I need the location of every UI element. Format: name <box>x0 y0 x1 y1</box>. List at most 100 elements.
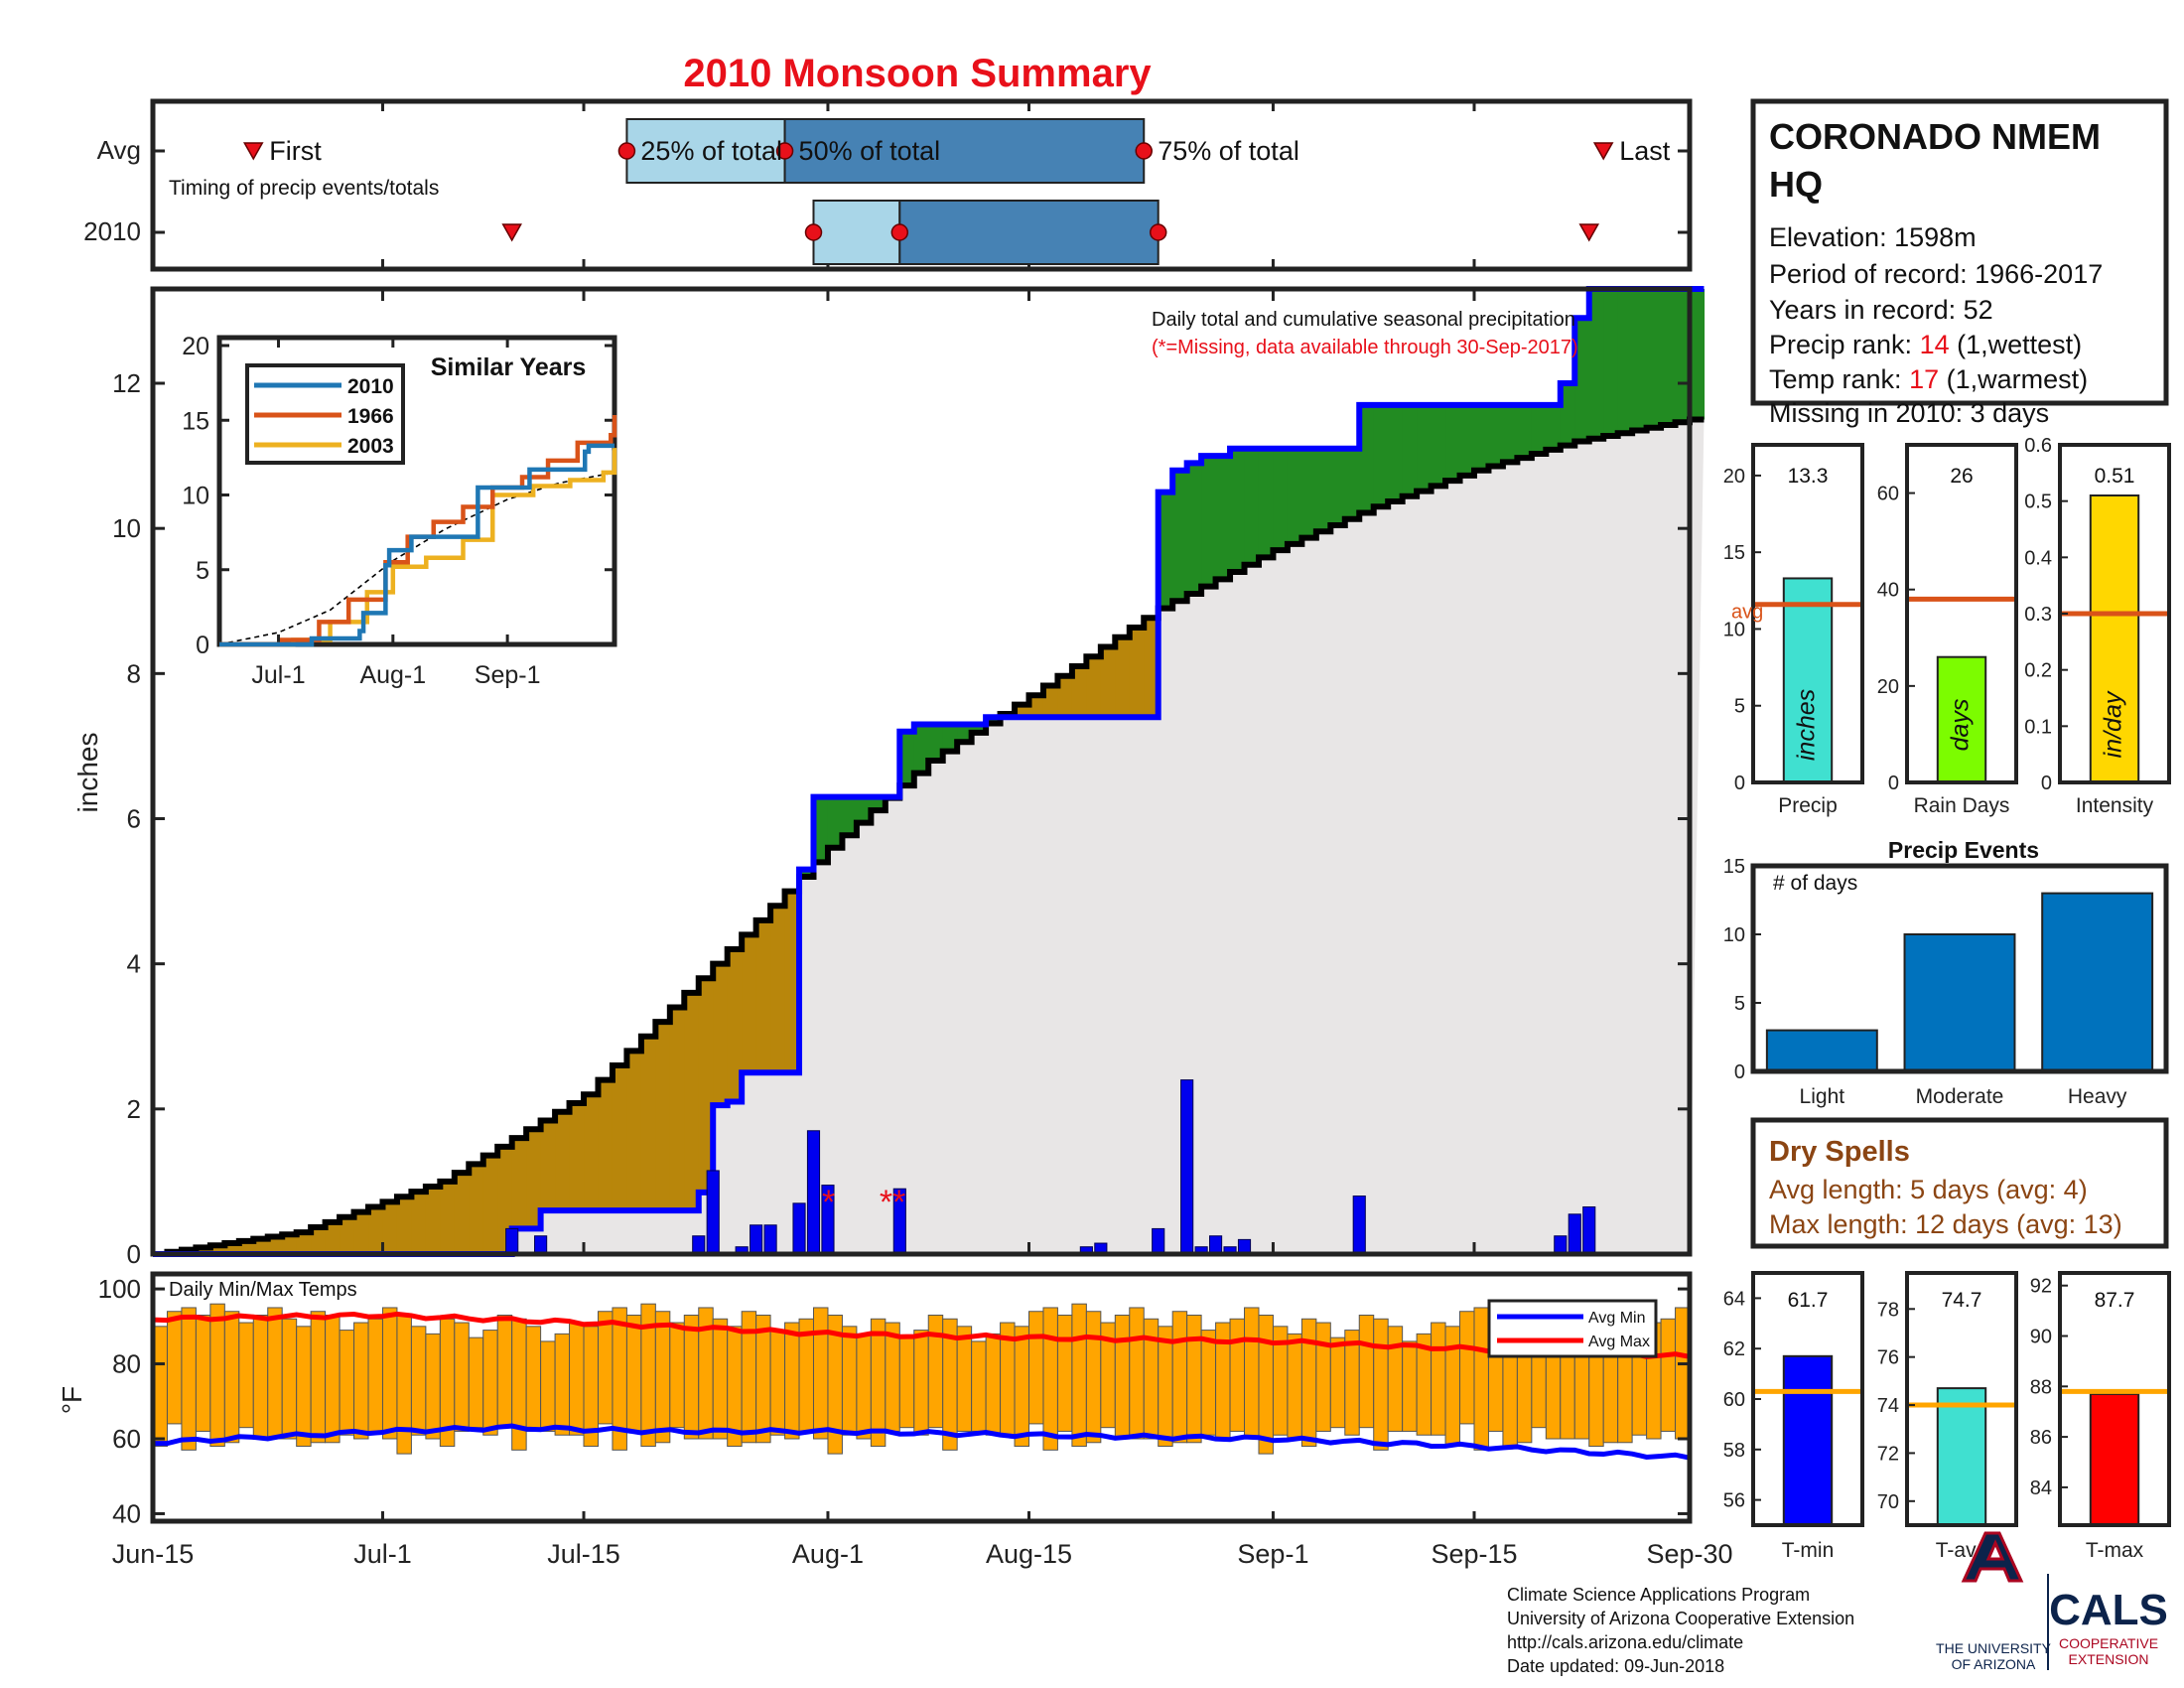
avg-min-legend-label: Avg Min <box>1588 1310 1646 1327</box>
below-average-area <box>396 1196 413 1254</box>
inset-legend-label: 2010 <box>347 375 394 398</box>
temp-legend-box <box>1487 1299 1658 1358</box>
daily-temp-bar <box>784 1322 800 1440</box>
above-average-area <box>957 724 973 743</box>
daily-temp-bar <box>181 1307 197 1451</box>
temp-y-tick-label: 80 <box>112 1349 141 1379</box>
above-average-area <box>827 796 844 848</box>
daily-temp-bar <box>1459 1311 1475 1425</box>
precip-y-tick-label: 40 <box>1877 580 1899 602</box>
daily-temp-bar <box>425 1333 441 1440</box>
above-average-area <box>1574 318 1590 442</box>
precip-events-y-tick-label: 0 <box>1734 1061 1745 1083</box>
dry-spells-max: Max length: 12 days (avg: 13) <box>1769 1209 2122 1239</box>
station-precip-rank: Precip rank: 14 (1,wettest) <box>1769 330 2082 359</box>
main-y-tick-label: 2 <box>127 1094 141 1124</box>
below-average-area <box>540 1120 556 1211</box>
above-average-area <box>842 796 858 836</box>
above-average-area <box>1646 289 1662 428</box>
precip-y-tick-label: 0.1 <box>2024 716 2052 738</box>
daily-temp-bar <box>1200 1330 1217 1436</box>
main-note-line1: Daily total and cumulative seasonal prec… <box>1152 309 1575 331</box>
block-a-logo-icon <box>1961 1531 2024 1583</box>
precip-y-tick-label: 60 <box>1877 484 1899 505</box>
daily-precip-bar <box>1180 1079 1194 1255</box>
precip-category-label: Precip <box>1778 794 1838 817</box>
below-average-area <box>640 1036 656 1211</box>
below-average-area <box>196 1247 211 1254</box>
daily-temp-bar <box>223 1311 240 1444</box>
temp-category-label: T-max <box>2086 1539 2144 1562</box>
below-average-area <box>511 1138 527 1229</box>
footer-line4: Date updated: 09-Jun-2018 <box>1507 1656 1724 1676</box>
temp-y-tick-label: 76 <box>1877 1347 1899 1369</box>
precip-y-tick-label: 5 <box>1734 696 1745 718</box>
above-average-area <box>1301 448 1317 538</box>
below-average-area <box>698 978 714 1193</box>
daily-temp-bar <box>396 1315 412 1455</box>
inset-y-tick-label: 15 <box>182 407 209 435</box>
precip-y-tick-label: 20 <box>1723 466 1745 488</box>
above-average-area <box>856 796 872 823</box>
timing-last-label: Last <box>1619 136 1671 166</box>
main-y-tick-label: 8 <box>127 658 141 688</box>
cals-logo-line1: COOPERATIVE <box>2059 1635 2158 1651</box>
below-average-area <box>612 1064 628 1211</box>
temp-rank-value: 17 <box>1909 364 1939 394</box>
timing-percentile-marker <box>804 223 823 241</box>
daily-precip-bar <box>792 1202 806 1255</box>
daily-precip-bar <box>692 1235 706 1255</box>
precip-y-tick-label: 0 <box>1888 773 1899 794</box>
precip-events-frame <box>1750 863 2169 1074</box>
above-average-area <box>986 717 1002 724</box>
daily-temp-bar <box>1229 1318 1246 1432</box>
above-average-area <box>1172 470 1188 602</box>
precip-unit-label: inches <box>1793 689 1821 761</box>
daily-temp-bar <box>654 1311 671 1444</box>
temp-bar <box>2089 1392 2140 1527</box>
below-average-area <box>1071 666 1087 718</box>
temp-y-tick-label: 40 <box>112 1498 141 1528</box>
cals-logo-line2: EXTENSION <box>2069 1651 2149 1667</box>
above-average-area <box>1215 456 1231 580</box>
footer-line2: University of Arizona Cooperative Extens… <box>1507 1609 1854 1628</box>
above-average-area <box>1690 289 1706 420</box>
daily-temp-bar <box>367 1318 383 1432</box>
precip-category-label: Rain Days <box>1914 794 2010 817</box>
summary-panels: 0 5 10 15 20 13.3 Precip inches avg 0 20 40 60 26 Rain… <box>1723 435 2171 1562</box>
dry-spells-frame <box>1750 1117 2169 1249</box>
temp-y-tick-label: 92 <box>2030 1276 2052 1298</box>
x-axis-tick-label: Sep-30 <box>1646 1539 1732 1569</box>
below-average-area <box>238 1240 254 1254</box>
daily-temp-bar <box>1660 1318 1677 1432</box>
below-average-area <box>584 1094 600 1211</box>
daily-precip-bar <box>1352 1196 1366 1255</box>
above-average-area <box>1445 404 1461 482</box>
precip-value-label: 0.51 <box>2095 465 2135 488</box>
below-average-area <box>353 1211 369 1254</box>
temp-panel-title: Daily Min/Max Temps <box>169 1279 357 1301</box>
above-average-area <box>1459 404 1475 476</box>
above-average-area <box>813 796 829 863</box>
above-average-area <box>971 724 987 733</box>
temp-y-tick-label: 84 <box>2030 1477 2052 1499</box>
precip-events-bar <box>1765 1029 1878 1072</box>
precip-events-bar <box>1903 933 2016 1072</box>
inset-average-line <box>218 472 615 645</box>
precip-y-tick-label: 20 <box>1877 676 1899 698</box>
below-average-area <box>526 1129 542 1229</box>
precip-panel-frame <box>1905 443 2018 784</box>
above-average-area <box>1402 404 1418 496</box>
above-average-area <box>1661 289 1677 426</box>
temp-y-tick-label: 86 <box>2030 1427 2052 1449</box>
daily-temp-bar <box>1300 1318 1317 1448</box>
temp-panel-frame <box>2058 1271 2171 1527</box>
above-average-area <box>942 724 958 752</box>
timing-percentile-marker <box>890 223 909 241</box>
below-average-area <box>1015 704 1030 718</box>
daily-precip-bar <box>706 1170 720 1255</box>
daily-temp-bar <box>841 1326 858 1436</box>
below-average-area <box>267 1236 283 1254</box>
missing-data-marker: * <box>822 1184 835 1221</box>
inset-legend-label: 2003 <box>347 435 394 458</box>
